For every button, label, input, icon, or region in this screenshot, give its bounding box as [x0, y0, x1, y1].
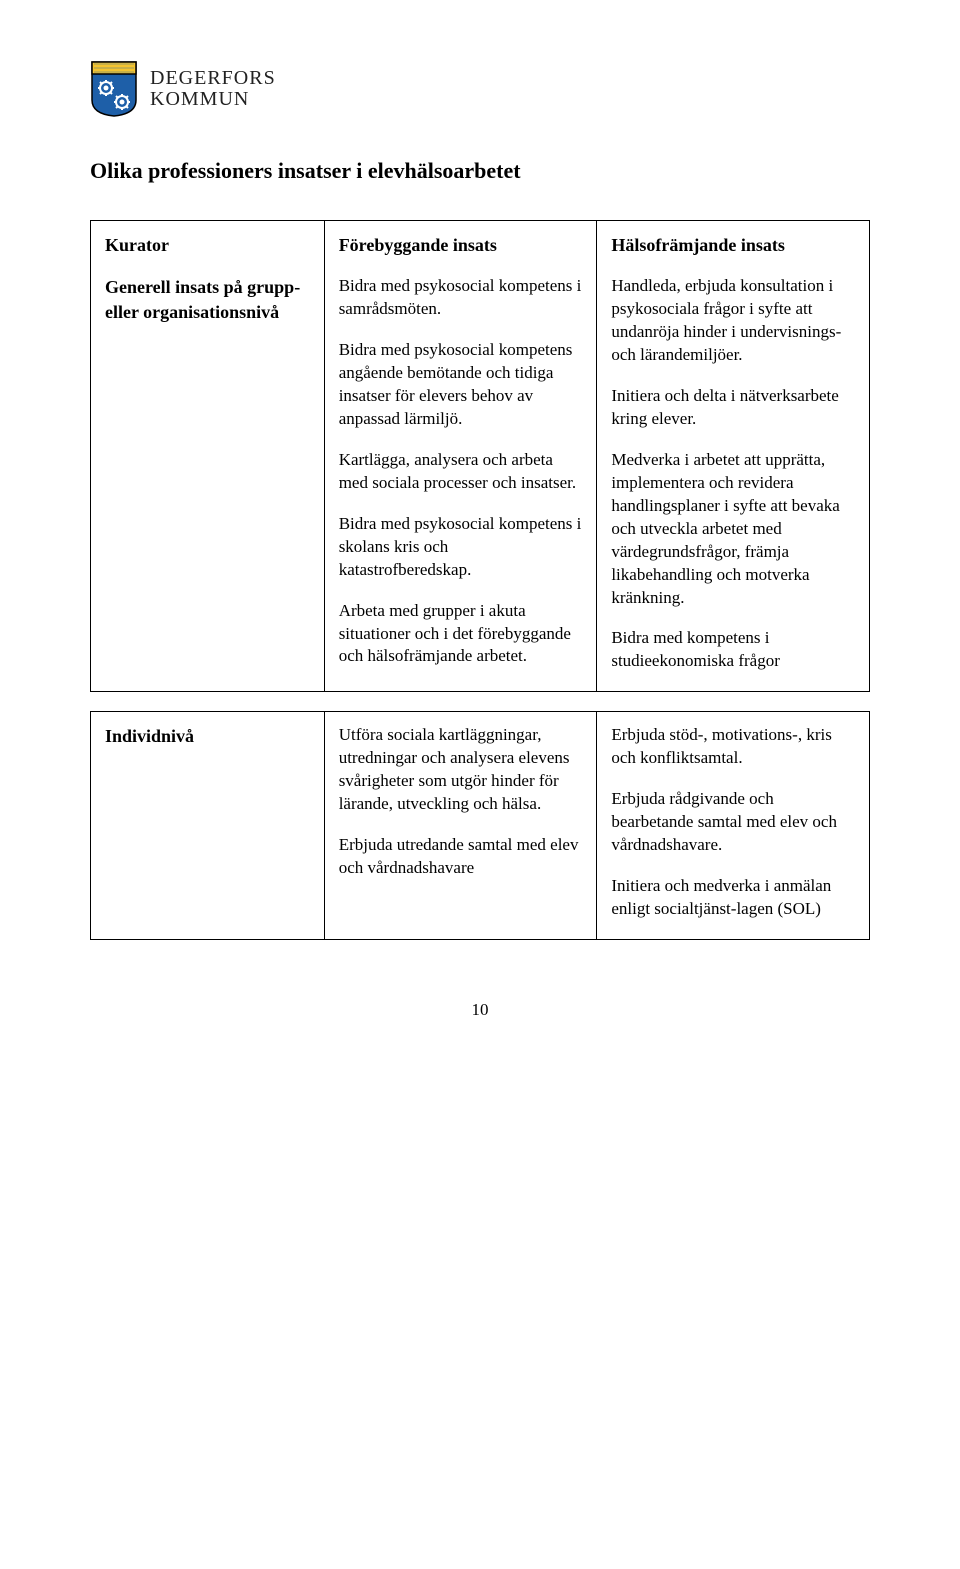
cell-text: Kartlägga, analysera och arbeta med soci…	[339, 449, 583, 495]
page-title: Olika professioners insatser i elevhälso…	[90, 158, 870, 184]
cell-text: Erbjuda utredande samtal med elev och vå…	[339, 834, 583, 880]
logo-line-2: KOMMUN	[150, 89, 276, 110]
cell-text: Utföra sociala kartläggningar, utredning…	[339, 724, 583, 816]
cell-text: Bidra med psykosocial kompetens i samråd…	[339, 275, 583, 321]
cell-text: Handleda, erbjuda konsultation i psykoso…	[611, 275, 855, 367]
cell-text: Arbeta med grupper i akuta situationer o…	[339, 600, 583, 669]
table-spacer	[91, 692, 870, 712]
cell-text: Erbjuda stöd-, motivations-, kris och ko…	[611, 724, 855, 770]
insats-table: Kurator Generell insats på grupp- eller …	[90, 220, 870, 940]
logo-text: DEGERFORS KOMMUN	[150, 68, 276, 110]
row-header-generell: Generell insats på grupp- eller organisa…	[105, 275, 310, 324]
header-logo: DEGERFORS KOMMUN	[90, 60, 870, 118]
logo-line-1: DEGERFORS	[150, 68, 276, 89]
col-header-halsoframjande: Hälsofrämjande insats	[611, 233, 855, 257]
cell-text: Medverka i arbetet att upprätta, impleme…	[611, 449, 855, 610]
table-row: Kurator Generell insats på grupp- eller …	[91, 221, 870, 692]
cell-text: Bidra med kompetens i studieekonomiska f…	[611, 627, 855, 673]
cell-text: Erbjuda rådgivande och bearbetande samta…	[611, 788, 855, 857]
col-header-forebyggande: Förebyggande insats	[339, 233, 583, 257]
shield-icon	[90, 60, 138, 118]
cell-text: Initiera och delta i nätverksarbete krin…	[611, 385, 855, 431]
cell-text: Initiera och medverka i anmälan enligt s…	[611, 875, 855, 921]
cell-text: Bidra med psykosocial kompetens i skolan…	[339, 513, 583, 582]
cell-text: Bidra med psykosocial kompetens angående…	[339, 339, 583, 431]
page-number: 10	[90, 1000, 870, 1020]
table-row: Individnivå Utföra sociala kartläggninga…	[91, 712, 870, 940]
row-header-individ: Individnivå	[105, 724, 310, 748]
row-header-kurator: Kurator	[105, 233, 310, 257]
